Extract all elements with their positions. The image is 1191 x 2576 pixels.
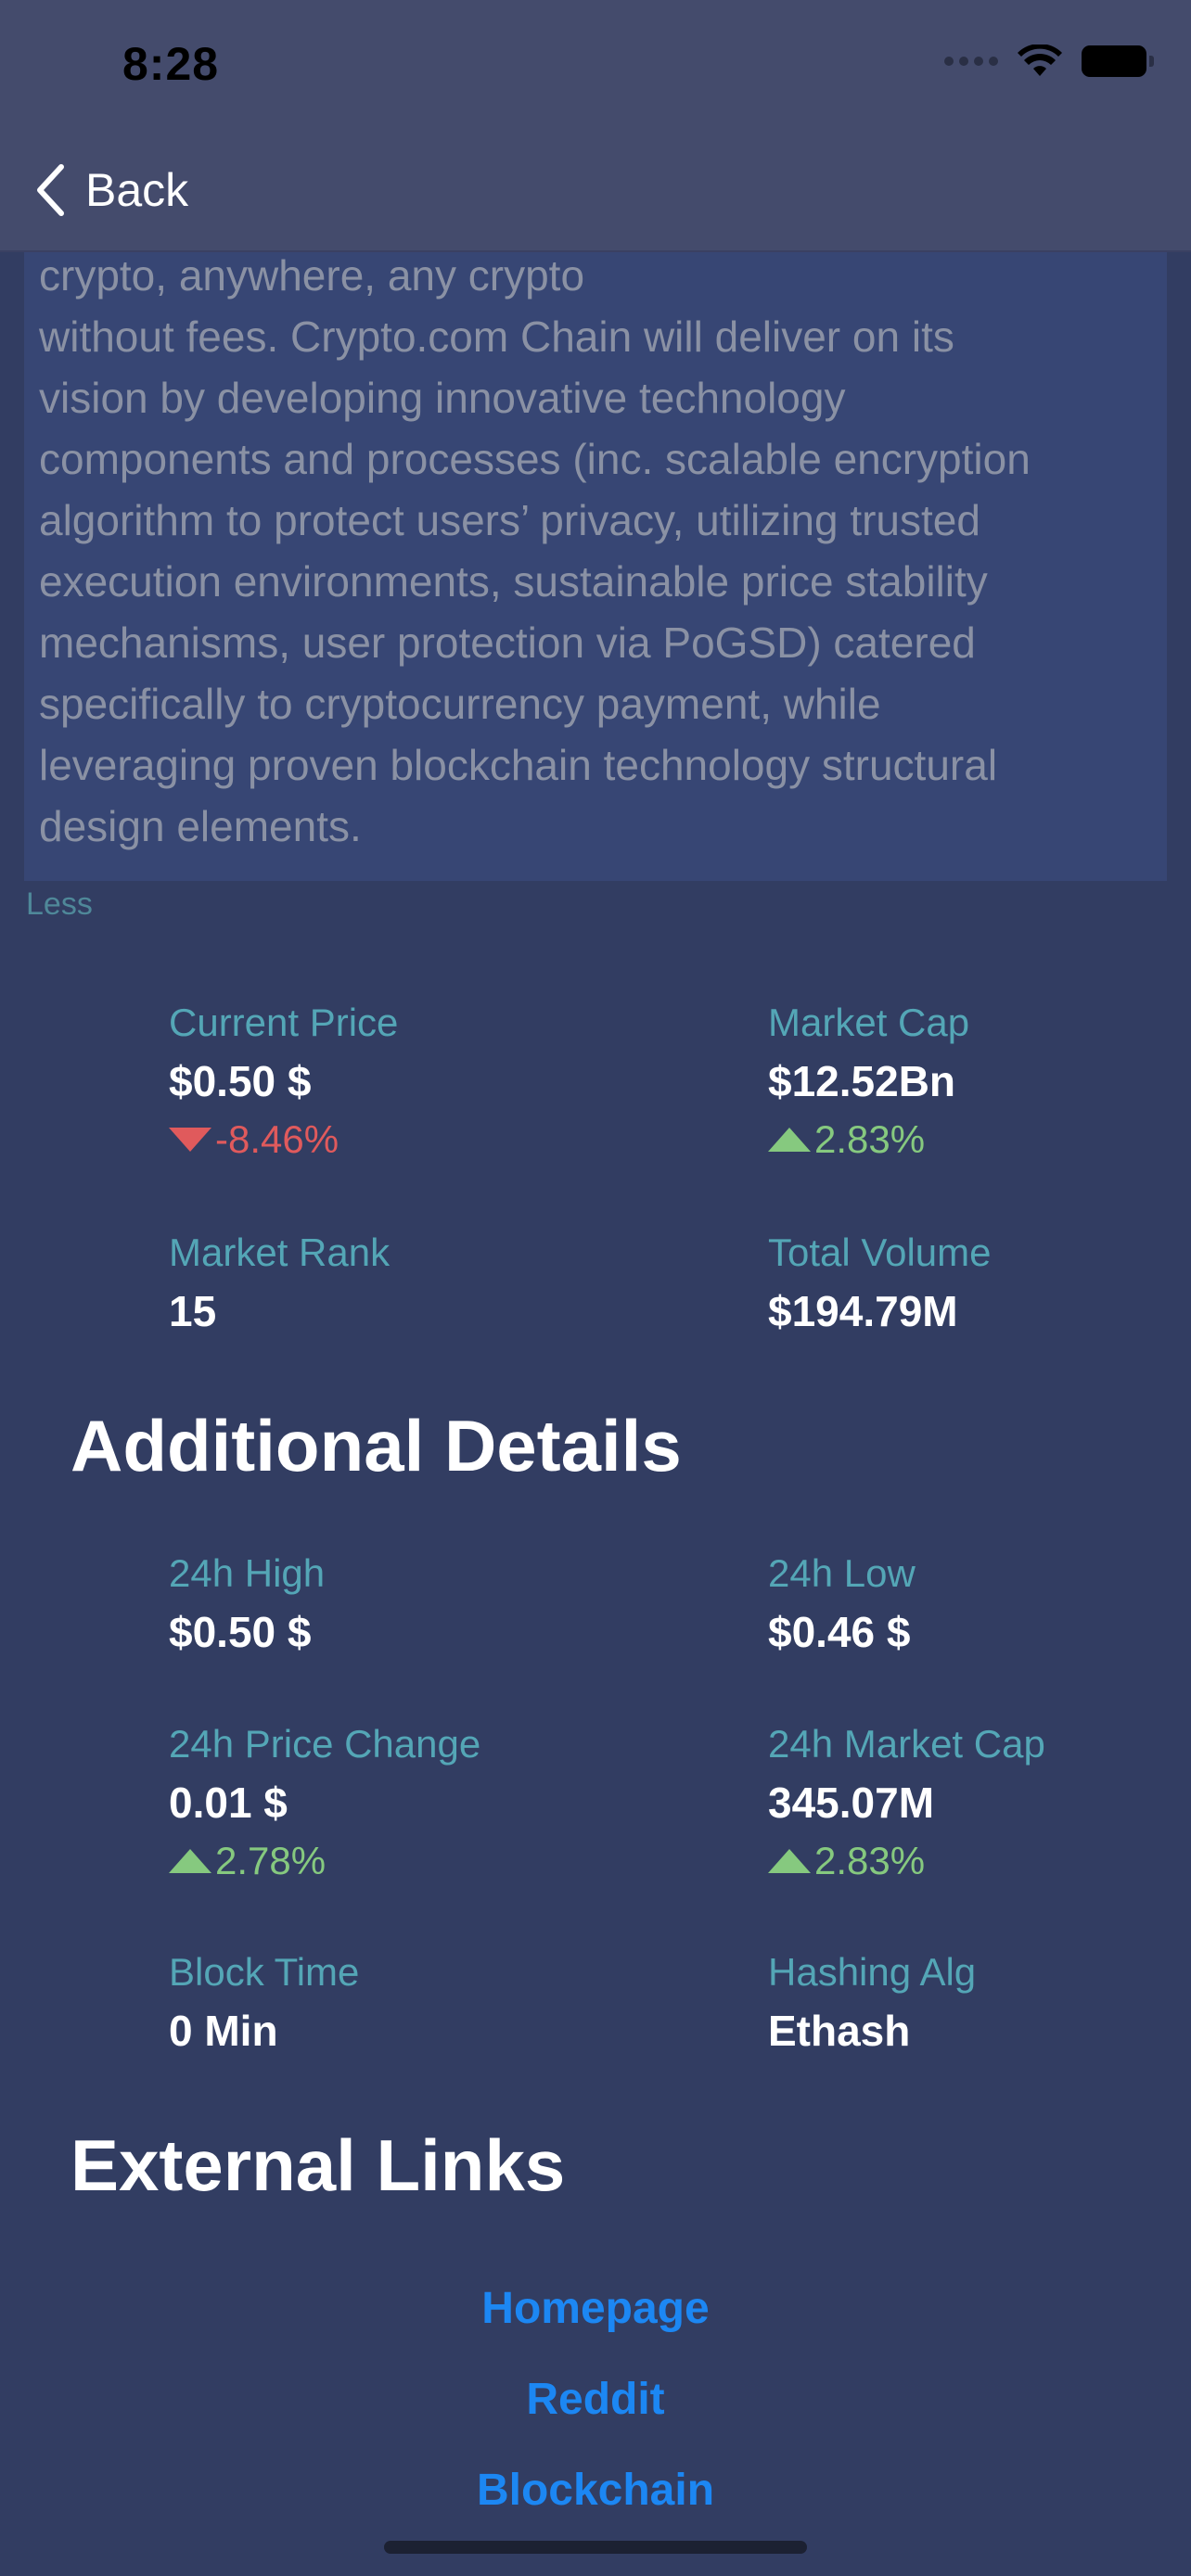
triangle-down-icon [169, 1128, 211, 1152]
navigation-bar: 8:28 Back [0, 0, 1191, 252]
stat-value: 0.01 $ [169, 1779, 288, 1827]
chevron-left-icon [37, 164, 64, 216]
hashing-alg-stat: Hashing Alg Ethash [768, 1947, 1191, 2059]
stat-title: Hashing Alg [768, 1950, 977, 1994]
stat-value: Ethash [768, 2007, 911, 2055]
stat-value: 15 [169, 1287, 217, 1335]
market-cap-24h-indicator: 2.83% [768, 1836, 1191, 1886]
change-value: 2.78% [215, 1839, 327, 1882]
market-rank-stat: Market Rank 15 [169, 1228, 651, 1339]
triangle-up-icon [169, 1849, 211, 1873]
less-toggle-button[interactable]: Less [26, 886, 93, 922]
back-button[interactable]: Back [35, 163, 188, 217]
price-change-24h-stat: 24h Price Change 0.01 $ 2.78% [169, 1719, 651, 1886]
stat-title: 24h Low [768, 1551, 916, 1595]
external-links-heading: External Links [70, 2124, 566, 2206]
stat-value: $194.79M [768, 1287, 958, 1335]
price-change-24h-indicator: 2.78% [169, 1836, 651, 1886]
stat-value: $0.46 $ [768, 1608, 911, 1656]
external-links-list: Homepage Reddit Blockchain [0, 2281, 1191, 2554]
battery-icon [1082, 45, 1154, 77]
status-time: 8:28 [122, 38, 220, 90]
wifi-icon [1018, 45, 1062, 76]
stat-title: 24h Market Cap [768, 1722, 1045, 1766]
back-label: Back [85, 164, 189, 216]
reddit-link[interactable]: Reddit [526, 2375, 665, 2424]
stat-value: $12.52Bn [768, 1057, 956, 1105]
market-cap-change-indicator: 2.83% [768, 1115, 1191, 1165]
stat-title: Market Cap [768, 1001, 970, 1044]
stat-title: Block Time [169, 1950, 360, 1994]
description-text: crypto, anywhere, any crypto without fee… [39, 251, 1031, 850]
change-value: -8.46% [215, 1117, 339, 1161]
stat-value: $0.50 $ [169, 1608, 312, 1656]
homepage-link[interactable]: Homepage [481, 2284, 710, 2333]
home-indicator[interactable] [384, 2541, 807, 2554]
description-panel: crypto, anywhere, any crypto without fee… [24, 241, 1167, 881]
high-24h-stat: 24h High $0.50 $ [169, 1549, 651, 1660]
stat-title: 24h Price Change [169, 1722, 481, 1766]
stat-value: 0 Min [169, 2007, 278, 2055]
blockchain-link[interactable]: Blockchain [476, 2466, 715, 2515]
total-volume-stat: Total Volume $194.79M [768, 1228, 1191, 1339]
price-change-indicator: -8.46% [169, 1115, 651, 1165]
stat-value: $0.50 $ [169, 1057, 312, 1105]
stat-title: 24h High [169, 1551, 326, 1595]
triangle-up-icon [768, 1128, 811, 1152]
change-value: 2.83% [814, 1839, 926, 1882]
block-time-stat: Block Time 0 Min [169, 1947, 651, 2059]
additional-details-heading: Additional Details [70, 1405, 682, 1486]
status-icons [944, 45, 1154, 78]
stat-title: Current Price [169, 1001, 399, 1044]
current-price-stat: Current Price $0.50 $ -8.46% [169, 998, 651, 1165]
stat-title: Market Rank [169, 1231, 391, 1274]
market-cap-stat: Market Cap $12.52Bn 2.83% [768, 998, 1191, 1165]
market-cap-24h-stat: 24h Market Cap 345.07M 2.83% [768, 1719, 1191, 1886]
change-value: 2.83% [814, 1117, 926, 1161]
stat-value: 345.07M [768, 1779, 935, 1827]
low-24h-stat: 24h Low $0.46 $ [768, 1549, 1191, 1660]
cellular-signal-icon [944, 57, 998, 66]
triangle-up-icon [768, 1849, 811, 1873]
stat-title: Total Volume [768, 1231, 992, 1274]
